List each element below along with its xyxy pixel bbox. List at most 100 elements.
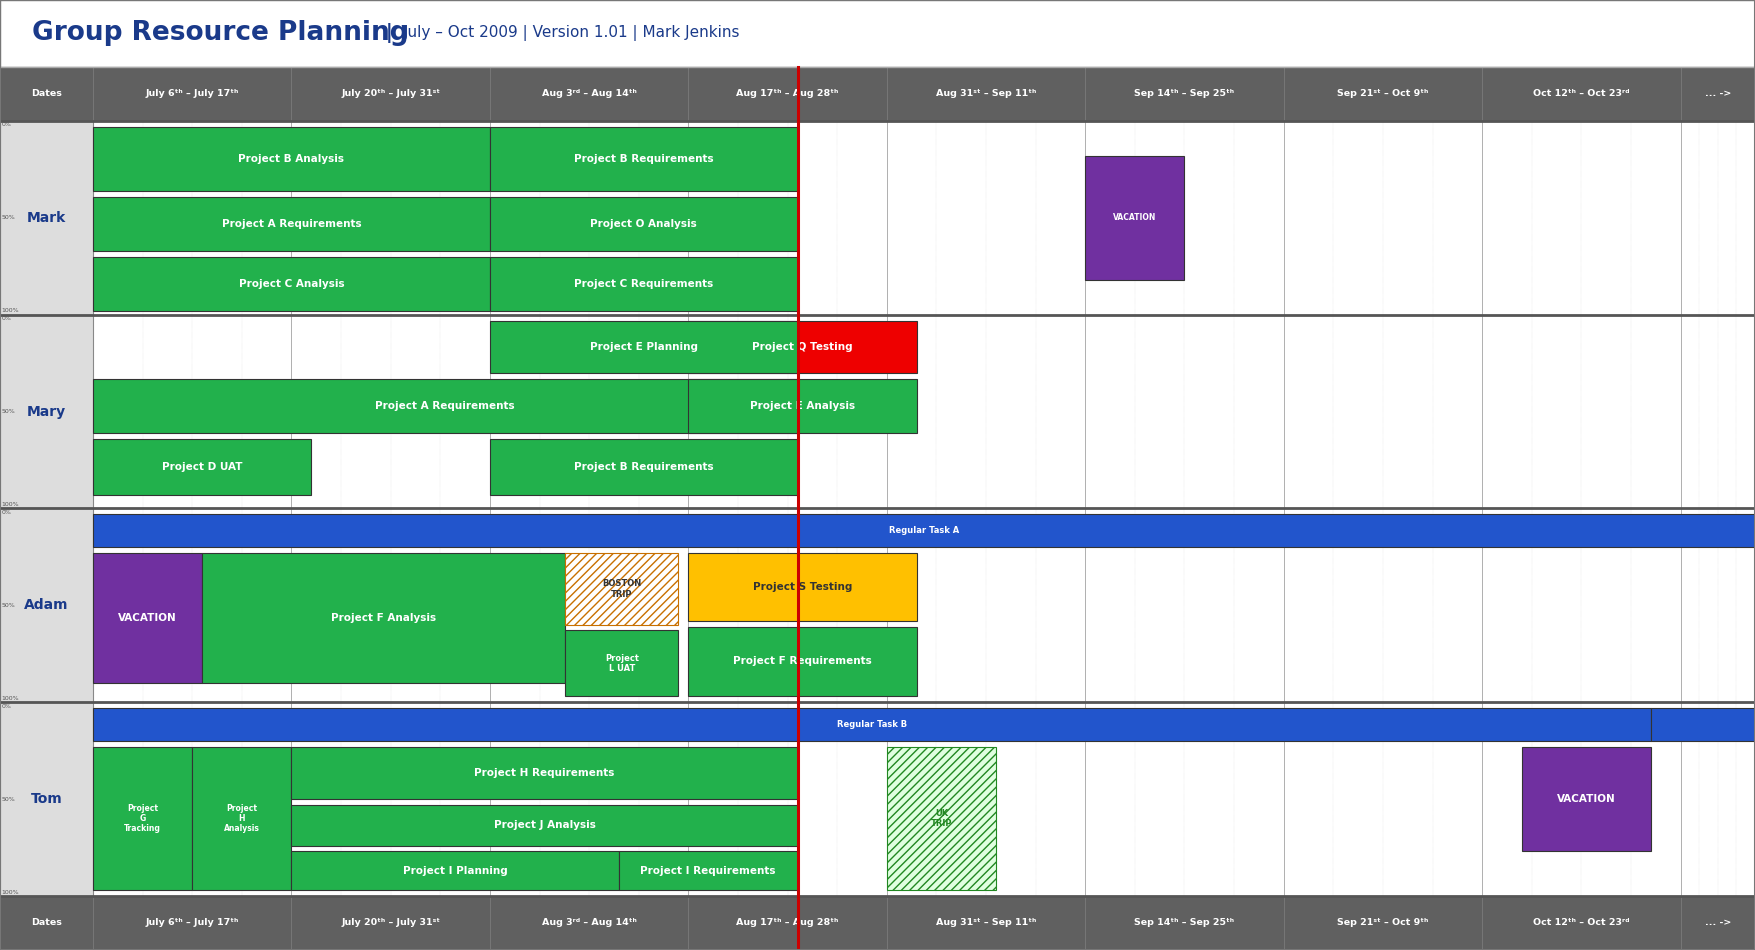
Text: Mary: Mary — [26, 405, 67, 419]
Bar — [291, 747, 797, 799]
Text: Project
G
Tracking: Project G Tracking — [125, 804, 161, 833]
Text: BOSTON
TRIP: BOSTON TRIP — [602, 580, 642, 598]
Bar — [0, 0, 1755, 66]
Bar — [93, 126, 490, 191]
Bar — [688, 896, 886, 950]
Bar — [490, 702, 688, 896]
Text: July 6ᵗʰ – July 17ᵗʰ: July 6ᵗʰ – July 17ᵗʰ — [146, 919, 239, 927]
Text: Aug 17ᵗʰ – Aug 28ᵗʰ: Aug 17ᵗʰ – Aug 28ᵗʰ — [737, 919, 839, 927]
Text: Adam: Adam — [25, 598, 68, 613]
Text: Group Resource Planning: Group Resource Planning — [32, 21, 409, 47]
Bar — [490, 256, 797, 311]
Text: Aug 31ˢᵗ – Sep 11ᵗʰ: Aug 31ˢᵗ – Sep 11ᵗʰ — [935, 919, 1035, 927]
Bar — [0, 121, 93, 314]
Bar — [1085, 121, 1283, 314]
Bar — [93, 197, 490, 251]
Bar — [490, 197, 797, 251]
Text: 100%: 100% — [2, 889, 19, 895]
Bar — [1283, 121, 1483, 314]
Text: July 20ᵗʰ – July 31ˢᵗ: July 20ᵗʰ – July 31ˢᵗ — [340, 919, 441, 927]
Bar — [1483, 66, 1681, 121]
Bar — [1283, 896, 1483, 950]
Text: Sep 21ˢᵗ – Oct 9ᵗʰ: Sep 21ˢᵗ – Oct 9ᵗʰ — [1337, 89, 1429, 99]
Bar — [1283, 702, 1483, 896]
Text: July – Oct 2009 | Version 1.01 | Mark Jenkins: July – Oct 2009 | Version 1.01 | Mark Je… — [404, 26, 741, 42]
Bar — [93, 66, 291, 121]
Bar — [291, 702, 490, 896]
Text: 50%: 50% — [2, 796, 16, 802]
Text: VACATION: VACATION — [1113, 214, 1157, 222]
Bar — [93, 508, 291, 702]
Bar — [688, 702, 886, 896]
Bar — [565, 631, 679, 696]
Text: 0%: 0% — [2, 123, 12, 127]
Text: Project
H
Analysis: Project H Analysis — [225, 804, 260, 833]
Text: Aug 3ʳᵈ – Aug 14ᵗʰ: Aug 3ʳᵈ – Aug 14ᵗʰ — [542, 89, 637, 99]
Bar — [0, 896, 1755, 950]
Bar — [688, 121, 886, 314]
Text: Project E Analysis: Project E Analysis — [749, 401, 855, 410]
Bar — [93, 121, 291, 314]
Bar — [490, 439, 797, 495]
Bar — [291, 851, 620, 890]
Text: VACATION: VACATION — [118, 613, 177, 623]
Text: Project O Analysis: Project O Analysis — [590, 218, 697, 229]
Bar — [1085, 508, 1283, 702]
Bar — [93, 514, 1755, 547]
Bar — [886, 508, 1085, 702]
Text: Dates: Dates — [32, 919, 61, 927]
Bar — [0, 314, 93, 508]
Text: Project B Requirements: Project B Requirements — [574, 154, 714, 163]
Bar — [1681, 896, 1755, 950]
Bar — [490, 508, 688, 702]
Bar — [291, 314, 490, 508]
Bar — [0, 702, 93, 896]
Bar — [1522, 747, 1651, 851]
Text: Project I Planning: Project I Planning — [404, 865, 507, 876]
Bar — [1483, 121, 1681, 314]
Text: 100%: 100% — [2, 695, 19, 701]
Text: Project
L UAT: Project L UAT — [605, 654, 639, 674]
Text: Aug 17ᵗʰ – Aug 28ᵗʰ: Aug 17ᵗʰ – Aug 28ᵗʰ — [737, 89, 839, 99]
Bar — [490, 896, 688, 950]
Text: Project J Analysis: Project J Analysis — [493, 820, 595, 830]
Text: July 6ᵗʰ – July 17ᵗʰ: July 6ᵗʰ – July 17ᵗʰ — [146, 89, 239, 99]
Bar — [193, 747, 291, 890]
Bar — [490, 314, 688, 508]
Text: Mark: Mark — [26, 211, 67, 225]
Bar — [1085, 896, 1283, 950]
Text: Oct 12ᵗʰ – Oct 23ʳᵈ: Oct 12ᵗʰ – Oct 23ʳᵈ — [1534, 89, 1630, 99]
Bar — [688, 553, 916, 620]
Bar — [886, 314, 1085, 508]
Text: 0%: 0% — [2, 316, 12, 321]
Bar — [1283, 508, 1483, 702]
Bar — [688, 320, 916, 372]
Text: 0%: 0% — [2, 704, 12, 709]
Text: Dates: Dates — [32, 89, 61, 99]
Bar — [93, 553, 202, 683]
Bar — [1681, 121, 1755, 314]
Bar — [620, 851, 797, 890]
Bar — [291, 896, 490, 950]
Bar — [490, 320, 797, 372]
Text: Sep 21ˢᵗ – Oct 9ᵗʰ: Sep 21ˢᵗ – Oct 9ᵗʰ — [1337, 919, 1429, 927]
Bar — [490, 66, 688, 121]
Bar — [1085, 66, 1283, 121]
Text: Project C Requirements: Project C Requirements — [574, 278, 713, 289]
Bar — [0, 66, 93, 121]
Bar — [93, 747, 193, 890]
Bar — [1681, 508, 1755, 702]
Text: Aug 31ˢᵗ – Sep 11ᵗʰ: Aug 31ˢᵗ – Sep 11ᵗʰ — [935, 89, 1035, 99]
Bar — [1681, 66, 1755, 121]
Bar — [1085, 702, 1283, 896]
Bar — [688, 508, 886, 702]
Bar — [1483, 702, 1681, 896]
Text: 50%: 50% — [2, 409, 16, 414]
Bar — [202, 553, 565, 683]
Text: 50%: 50% — [2, 216, 16, 220]
Text: Project A Requirements: Project A Requirements — [376, 401, 514, 410]
Text: Regular Task B: Regular Task B — [837, 720, 907, 729]
Text: Project F Analysis: Project F Analysis — [332, 613, 437, 623]
Bar — [886, 747, 995, 890]
Text: 50%: 50% — [2, 603, 16, 608]
